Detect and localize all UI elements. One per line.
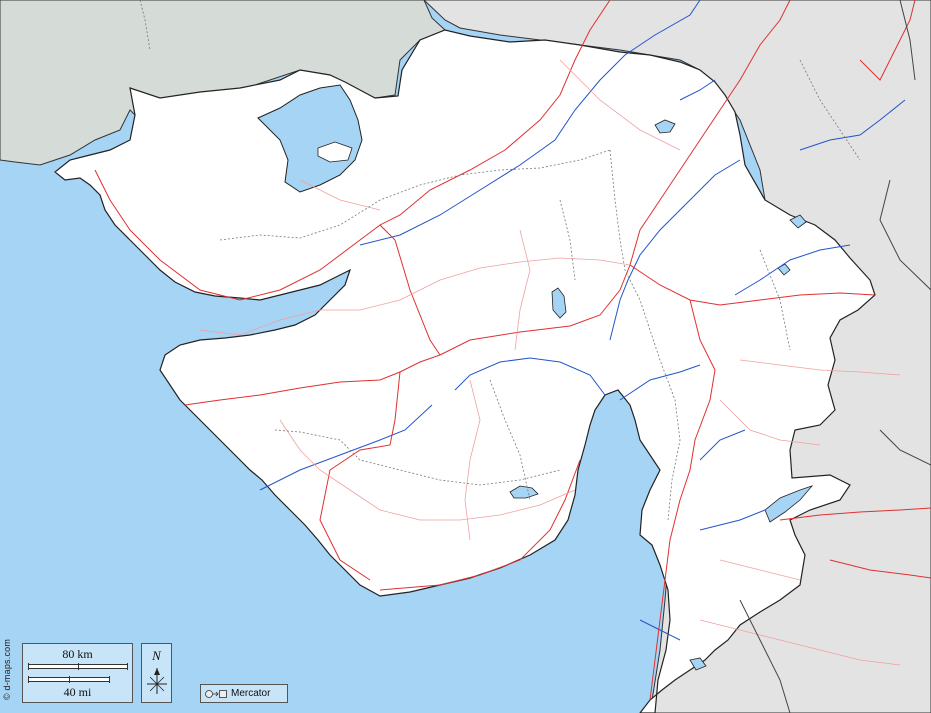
scale-tick [109,676,110,683]
scale-tick [127,663,128,670]
scale-tick [28,676,29,683]
inland-lake [764,485,814,523]
railways [139,0,861,521]
main-roads [94,0,931,701]
projection-label: Mercator [231,688,271,699]
projection-icon [205,689,227,698]
rann-island [317,141,353,163]
scale-mi-bar [28,676,110,683]
inland-lake [689,657,707,671]
projection-box: Mercator [200,684,288,703]
rann-lake [257,84,363,193]
north-letter: N [152,648,161,663]
inland-lake [654,119,676,134]
scale-tick [28,663,29,670]
rivers [259,0,906,641]
credit-text: © d-maps.com [2,638,12,700]
north-arrow-box: N [141,643,172,703]
scale-mi-label: 40 mi [63,685,92,699]
scale-tick [78,663,79,670]
inland-lake [509,485,539,499]
neighbor-state-area [423,0,931,713]
inland-lake [789,214,807,229]
state-borders [739,0,931,713]
minor-roads [199,59,901,666]
scale-km-label: 80 km [62,647,93,661]
scale-tick [69,676,70,683]
inland-lake [551,287,567,319]
scale-bar-box: 80 km 40 mi [22,643,133,703]
compass-icon [147,668,167,694]
scale-km-bar [28,663,128,670]
